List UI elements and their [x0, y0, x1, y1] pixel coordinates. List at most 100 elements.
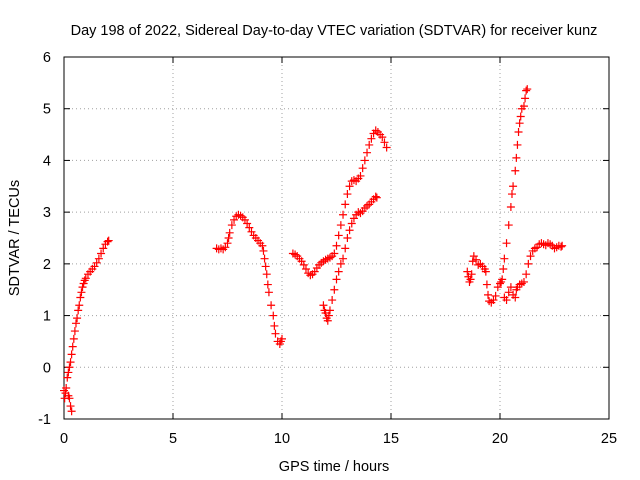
data-point	[103, 237, 112, 246]
data-point	[365, 140, 374, 149]
y-tick-label: 1	[43, 309, 51, 325]
axis-ticks: 0 5 10 15 20 25 -1 0 1 2 3 4 5 6	[38, 50, 617, 447]
data-point	[70, 327, 79, 336]
data-point	[301, 265, 310, 274]
data-point	[472, 255, 481, 264]
data-point	[360, 156, 369, 165]
data-point	[221, 243, 230, 252]
data-point	[68, 342, 77, 351]
data-point	[339, 254, 348, 263]
plot-frame	[63, 56, 610, 420]
data-point	[498, 275, 507, 284]
data-point	[216, 244, 225, 253]
data-point	[227, 221, 236, 230]
data-point	[371, 192, 380, 201]
data-point	[324, 311, 333, 320]
data-point	[267, 301, 276, 310]
data-point	[511, 293, 520, 302]
data-point	[515, 119, 524, 128]
data-point	[67, 407, 76, 416]
data-point	[380, 138, 389, 147]
data-point	[104, 236, 113, 245]
data-point	[334, 267, 343, 276]
data-point	[245, 223, 254, 232]
data-point	[513, 140, 522, 149]
data-point	[269, 311, 278, 320]
data-point	[332, 241, 341, 250]
data-point	[225, 228, 234, 237]
data-point	[502, 296, 511, 305]
data-point	[343, 190, 352, 199]
data-point	[382, 143, 391, 152]
data-point	[94, 254, 103, 263]
data-point	[291, 250, 300, 259]
data-point	[485, 297, 494, 306]
x-tick-label: 20	[492, 431, 508, 447]
data-point	[219, 245, 228, 254]
y-tick-label: 4	[43, 153, 51, 169]
data-point	[319, 301, 328, 310]
y-tick-label: 6	[43, 50, 51, 66]
data-point	[378, 133, 387, 142]
data-point	[336, 259, 345, 268]
data-point	[463, 267, 472, 276]
data-point	[372, 193, 381, 202]
data-point	[524, 259, 533, 268]
data-point	[262, 270, 271, 279]
x-tick-label: 15	[383, 431, 399, 447]
data-point	[260, 254, 269, 263]
data-point	[367, 134, 376, 143]
data-point	[481, 267, 490, 276]
chart-title: Day 198 of 2022, Sidereal Day-to-day VTE…	[71, 23, 598, 39]
data-point	[330, 249, 339, 258]
x-tick-label: 25	[601, 431, 617, 447]
data-point	[509, 182, 518, 191]
data-point	[349, 214, 358, 223]
data-point	[519, 277, 528, 286]
data-point	[358, 164, 367, 173]
data-point	[526, 252, 535, 261]
data-point	[258, 241, 267, 250]
y-tick-label: 0	[43, 360, 51, 376]
data-point	[363, 201, 372, 210]
data-point	[516, 112, 525, 121]
y-tick-label: 2	[43, 257, 51, 273]
data-point	[522, 270, 531, 279]
data-point	[270, 321, 279, 330]
data-point	[482, 280, 491, 289]
data-point	[243, 219, 252, 228]
data-point	[345, 182, 354, 191]
data-point	[347, 219, 356, 228]
data-point	[236, 211, 245, 220]
data-point	[299, 260, 308, 269]
data-point	[230, 215, 239, 224]
data-point	[496, 279, 504, 288]
data-point	[341, 200, 350, 209]
data-point	[341, 244, 350, 253]
data-point	[521, 94, 530, 103]
data-point	[67, 350, 76, 359]
data-point	[330, 285, 339, 294]
data-point	[356, 209, 365, 218]
data-point	[71, 319, 80, 328]
data-point	[332, 275, 341, 284]
data-point	[502, 239, 511, 248]
data-point	[514, 127, 523, 136]
data-point	[489, 296, 498, 305]
data-point	[484, 290, 493, 299]
data-point	[512, 153, 521, 162]
data-point	[224, 234, 233, 242]
data-point	[261, 262, 270, 271]
data-point	[491, 291, 500, 300]
data-point	[306, 271, 315, 280]
data-point	[271, 329, 280, 338]
data-point	[504, 221, 513, 230]
data-point	[339, 210, 348, 219]
data-point	[466, 275, 475, 284]
data-point	[73, 314, 82, 323]
data-point	[75, 301, 84, 310]
data-point	[468, 257, 477, 266]
x-tick-label: 5	[169, 431, 177, 447]
data-point	[65, 394, 74, 403]
data-point	[78, 283, 87, 292]
